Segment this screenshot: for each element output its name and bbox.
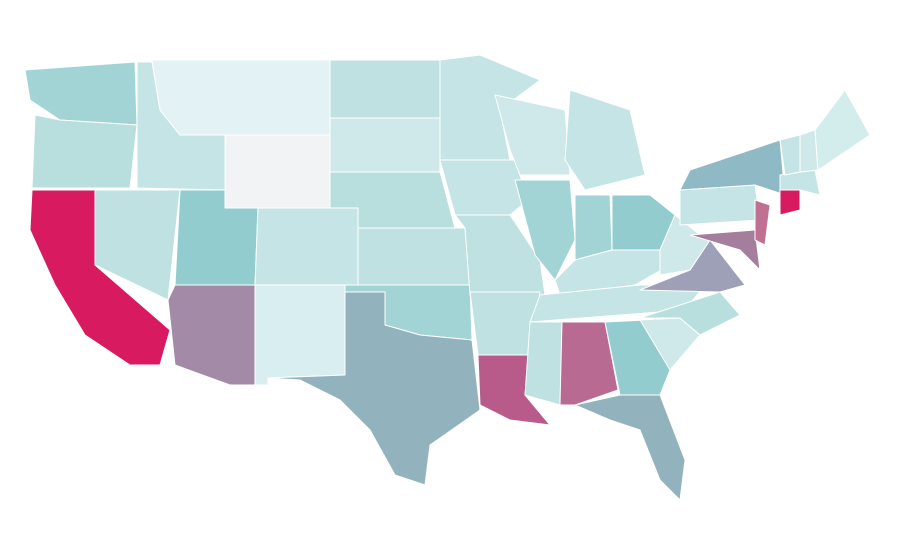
state (224, 134, 331, 209)
state (254, 207, 359, 286)
state (514, 179, 576, 281)
state (24, 61, 138, 126)
state (689, 229, 761, 271)
state (814, 89, 871, 171)
state (754, 199, 771, 246)
states (24, 54, 871, 501)
state (167, 284, 256, 386)
state (529, 284, 706, 323)
state (639, 239, 746, 293)
state (329, 59, 441, 119)
state (439, 159, 529, 216)
state (329, 117, 441, 173)
state (559, 321, 619, 406)
state (151, 59, 331, 136)
state (574, 394, 686, 501)
state (574, 194, 613, 261)
state (494, 94, 571, 176)
state (31, 114, 138, 189)
state (254, 284, 346, 386)
state (639, 291, 741, 336)
state (779, 189, 801, 216)
state (357, 227, 471, 286)
state (564, 89, 646, 191)
state (267, 291, 481, 486)
state (524, 321, 563, 406)
state (679, 139, 786, 196)
state (679, 184, 761, 226)
